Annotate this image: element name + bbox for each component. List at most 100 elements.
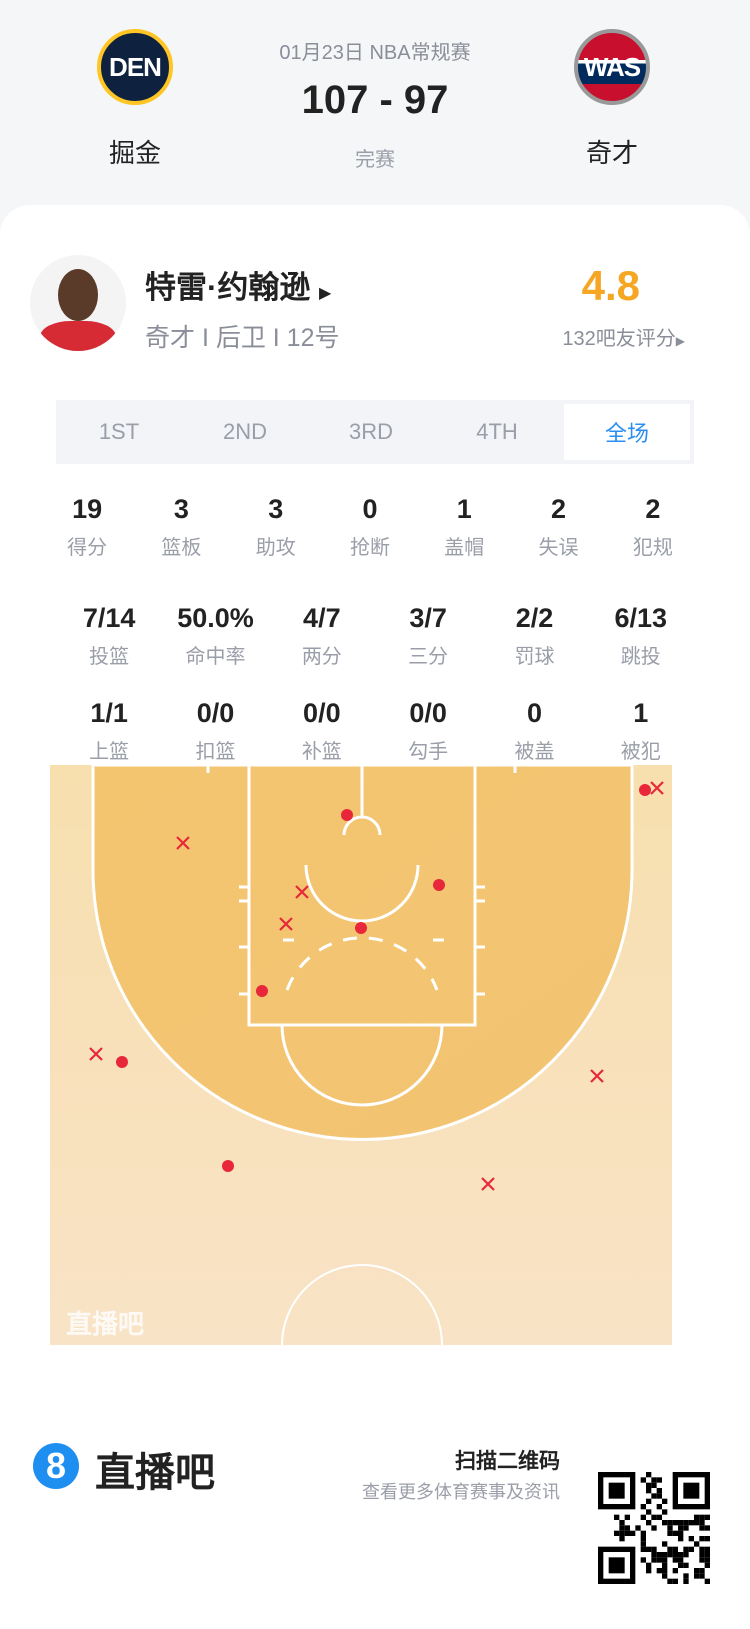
stat-value: 0/0 [196, 698, 235, 728]
den-logo[interactable]: DEN [97, 29, 173, 105]
stat-label: 补篮 [301, 741, 342, 763]
period-tabs: 1ST 2ND 3RD 4TH 全场 [56, 400, 694, 464]
stat-cell: 2 犯规 [606, 494, 700, 560]
stat-cell: 1 被犯 [588, 698, 694, 764]
was-logo[interactable]: WAS [574, 29, 650, 105]
player-info: 奇才 I 后卫 I 12号 [145, 324, 340, 352]
shot-made [341, 809, 353, 821]
stat-cell: 0/0 补篮 [269, 698, 375, 764]
shot-made [639, 784, 651, 796]
rating-count: 132吧友评分 [562, 328, 676, 350]
caret-right-icon: ▶ [675, 334, 685, 348]
stat-label: 篮板 [161, 537, 202, 559]
stat-label: 扣篮 [195, 741, 236, 763]
home-team-name[interactable]: 掘金 [108, 138, 161, 168]
stat-cell: 19 得分 [40, 494, 134, 560]
stat-cell: 1 盖帽 [417, 494, 511, 560]
stat-value: 2 [551, 494, 567, 524]
stat-value: 0 [362, 494, 378, 524]
stat-cell: 2/2 罚球 [481, 603, 587, 669]
stat-value: 6/13 [614, 603, 668, 633]
stat-cell: 50.0% 命中率 [162, 603, 268, 669]
stats-row-shooting: 7/14 投篮 50.0% 命中率 4/7 两分 3/7 三分 2/2 罚球 6/13 跳投 [56, 603, 694, 669]
player-avatar[interactable] [30, 255, 126, 351]
stat-cell: 6/13 跳投 [588, 603, 694, 669]
brand-logo-icon: 8 [33, 1443, 79, 1489]
stat-label: 命中率 [185, 646, 246, 668]
game-date-league: 01月23日 NBA常规赛 [279, 42, 471, 64]
stat-value: 7/14 [82, 603, 136, 633]
stat-value: 0 [526, 698, 542, 728]
caret-right-icon: ▶ [318, 285, 332, 302]
tab-full-game[interactable]: 全场 [564, 404, 690, 460]
restricted-area [304, 864, 420, 923]
stat-label: 罚球 [514, 646, 555, 668]
stat-value: 3 [173, 494, 189, 524]
tab-4th[interactable]: 4TH [476, 419, 518, 444]
more-info-label: 查看更多体育赛事及资讯 [362, 1482, 560, 1502]
stats-row-basic: 19 得分 3 篮板 3 助攻 0 抢断 1 盖帽 2 失误 2 犯规 [40, 494, 700, 560]
shot-missed [176, 836, 190, 850]
shot-made [355, 922, 367, 934]
game-status: 完赛 [355, 149, 395, 171]
shot-made [222, 1160, 234, 1172]
tab-2nd[interactable]: 2ND [222, 419, 267, 444]
stat-label: 被犯 [620, 741, 661, 763]
stat-label: 失误 [538, 537, 579, 559]
away-team-name[interactable]: 奇才 [585, 138, 638, 168]
rim [342, 815, 382, 836]
shot-missed [89, 1047, 103, 1061]
tab-3rd[interactable]: 3RD [348, 419, 393, 444]
stat-value: 1 [633, 698, 649, 728]
stat-cell: 7/14 投篮 [56, 603, 162, 669]
three-point-line [91, 765, 634, 1141]
stat-value: 50.0% [177, 603, 254, 633]
paint [247, 765, 477, 1027]
stat-cell: 3 篮板 [134, 494, 228, 560]
stat-cell: 4/7 两分 [269, 603, 375, 669]
watermark: 直播吧 [66, 1309, 144, 1339]
tab-1st[interactable]: 1ST [98, 419, 140, 444]
shot-made [256, 985, 268, 997]
player-name[interactable]: 特雷·约翰逊 ▶ [145, 262, 331, 307]
shot-missed [481, 1177, 495, 1191]
stat-cell: 1/1 上篮 [56, 698, 162, 764]
scan-qr-label: 扫描二维码 [455, 1450, 560, 1473]
stat-label: 投篮 [89, 646, 130, 668]
stat-value: 2/2 [515, 603, 554, 633]
free-throw-circle [280, 1024, 444, 1107]
qr-code[interactable] [598, 1472, 710, 1584]
stat-value: 0/0 [303, 698, 341, 728]
shot-missed [650, 781, 664, 795]
stat-cell: 0/0 勾手 [375, 698, 481, 764]
stat-value: 19 [72, 494, 103, 524]
stat-cell: 3/7 三分 [375, 603, 481, 669]
rating-count-link[interactable]: 132吧友评分▶ [520, 322, 685, 351]
stat-label: 犯规 [632, 537, 673, 559]
stat-label: 盖帽 [444, 537, 485, 559]
shot-missed [295, 885, 309, 899]
stat-cell: 3 助攻 [229, 494, 323, 560]
center-circle [281, 1264, 443, 1345]
stat-label: 勾手 [408, 741, 449, 763]
rating-score: 4.8 [581, 262, 640, 309]
stat-value: 0/0 [409, 698, 447, 728]
stat-cell: 2 失误 [511, 494, 605, 560]
stat-label: 两分 [301, 646, 342, 668]
stat-label: 跳投 [620, 646, 661, 668]
stat-value: 1 [456, 494, 472, 524]
shot-missed [590, 1069, 604, 1083]
shot-made [116, 1056, 128, 1068]
free-throw-circle-dashed [285, 936, 439, 991]
brand-name: 直播吧 [95, 1451, 215, 1495]
stat-label: 抢断 [349, 537, 390, 559]
stat-value: 4/7 [303, 603, 341, 633]
stat-label: 助攻 [255, 537, 296, 559]
stat-value: 3/7 [409, 603, 447, 633]
shot-missed [279, 917, 293, 931]
stat-label: 得分 [67, 537, 108, 559]
shot-made [433, 879, 445, 891]
stat-label: 上篮 [89, 741, 130, 763]
stat-value: 3 [268, 494, 284, 524]
shot-chart: 直播吧 [50, 765, 672, 1345]
